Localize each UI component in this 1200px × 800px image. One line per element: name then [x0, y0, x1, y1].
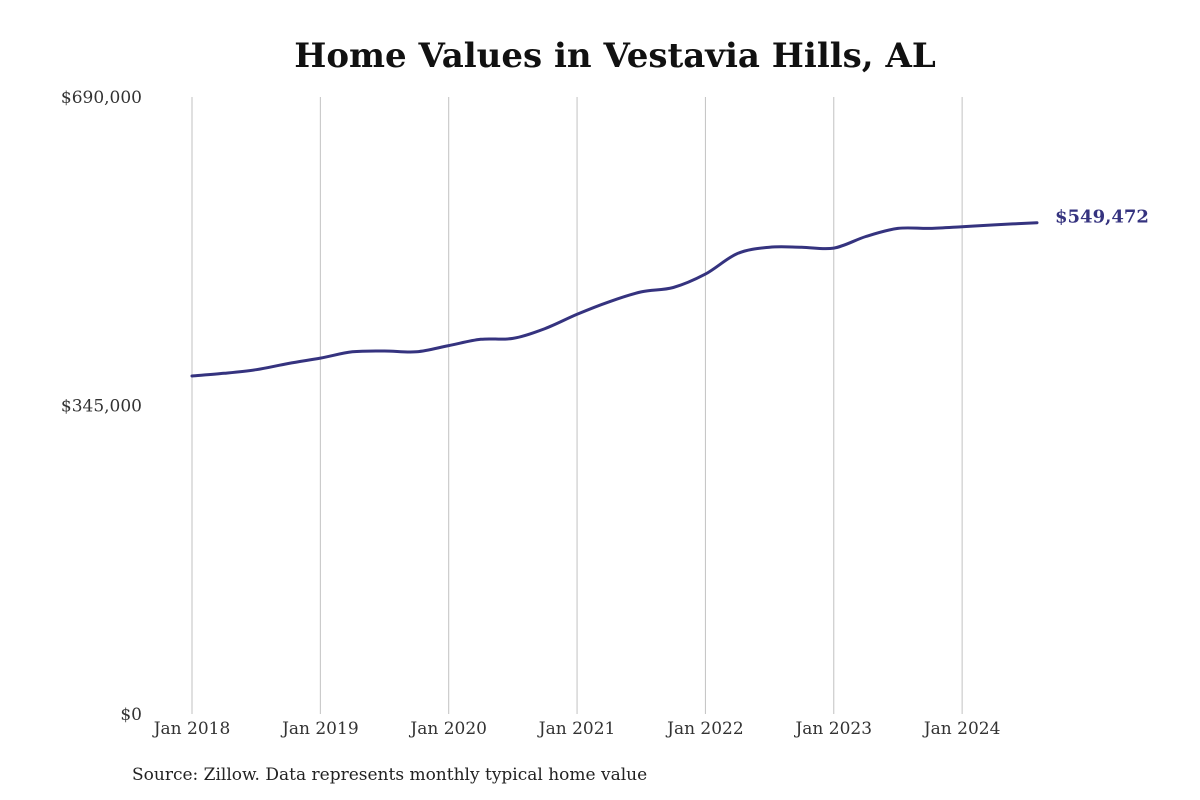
x-tick-label: Jan 2021	[537, 719, 616, 739]
source-note: Source: Zillow. Data represents monthly …	[132, 765, 648, 785]
x-tick-label: Jan 2018	[152, 719, 231, 739]
y-tick-label: $690,000	[61, 88, 142, 108]
x-tick-label: Jan 2019	[280, 719, 359, 739]
series-line	[190, 221, 1039, 378]
y-tick-label: $345,000	[61, 397, 142, 417]
x-tick-label: Jan 2024	[922, 719, 1001, 739]
x-tick-label: Jan 2023	[793, 719, 872, 739]
x-tick-label: Jan 2020	[408, 719, 487, 739]
y-tick-label: $0	[120, 705, 142, 725]
end-value-label: $549,472	[1055, 207, 1149, 228]
x-tick-label: Jan 2022	[665, 719, 744, 739]
chart-title: Home Values in Vestavia Hills, AL	[294, 36, 936, 76]
